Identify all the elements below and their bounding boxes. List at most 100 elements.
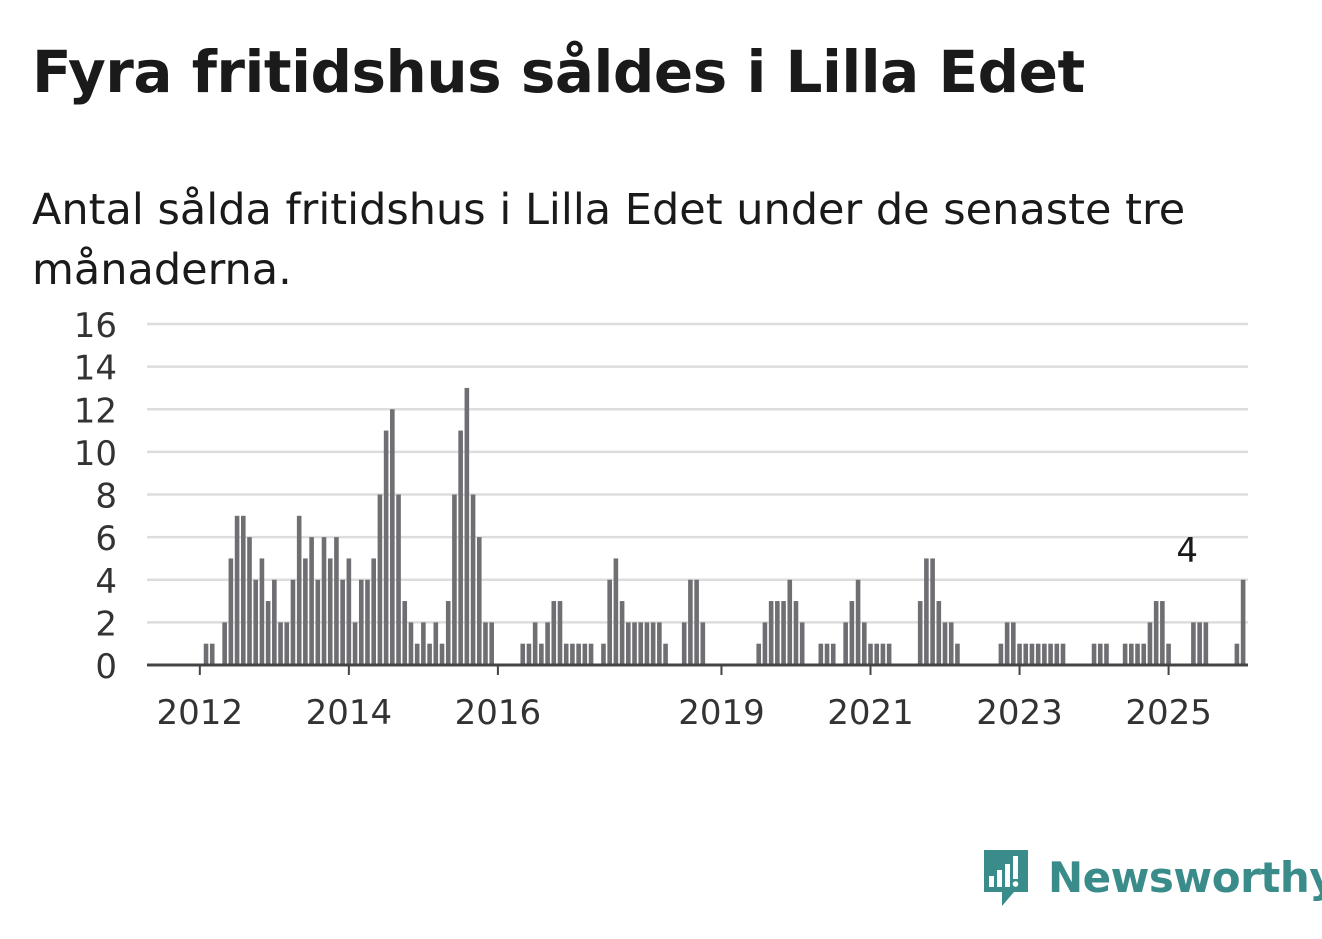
bar	[476, 537, 482, 665]
bar	[396, 494, 401, 665]
x-tick-label: 2023	[976, 693, 1063, 733]
bar	[762, 622, 768, 665]
bar	[358, 579, 364, 665]
bar	[203, 643, 209, 665]
bar	[489, 622, 494, 665]
bar	[582, 643, 588, 665]
bar	[303, 558, 308, 665]
bar	[1191, 622, 1196, 665]
bar	[402, 601, 408, 665]
bar	[483, 622, 488, 665]
bar	[657, 622, 662, 665]
bar	[607, 579, 612, 665]
bar	[240, 515, 246, 665]
bar	[830, 643, 836, 665]
bar	[259, 558, 265, 665]
bar	[445, 601, 451, 665]
bar	[644, 622, 650, 665]
bar	[1097, 643, 1103, 665]
bar	[352, 622, 358, 665]
bar	[520, 643, 526, 665]
bar	[408, 622, 414, 665]
bar	[601, 643, 606, 665]
bar	[775, 601, 780, 665]
bar	[998, 643, 1004, 665]
y-tick-label: 12	[74, 391, 117, 431]
bar	[1135, 643, 1140, 665]
bar	[532, 622, 538, 665]
bar	[768, 601, 774, 665]
x-tick-label: 2019	[678, 693, 765, 733]
bar	[880, 643, 886, 665]
bar	[222, 622, 227, 665]
y-tick-label: 2	[95, 604, 117, 644]
bar	[1060, 643, 1066, 665]
bar	[886, 643, 892, 665]
bar	[824, 643, 830, 665]
newsworthy-logo-icon	[984, 850, 1028, 906]
bar	[1141, 643, 1147, 665]
bar	[626, 622, 631, 665]
bar	[371, 558, 376, 665]
bar	[346, 558, 352, 665]
bar	[613, 558, 619, 665]
bar	[955, 643, 960, 665]
bar	[917, 601, 923, 665]
bar	[1023, 643, 1029, 665]
bar	[1153, 601, 1159, 665]
bar	[781, 601, 786, 665]
bar	[1048, 643, 1053, 665]
bar	[1004, 622, 1010, 665]
bar	[296, 515, 302, 665]
brand-name: Newsworthy	[1048, 852, 1322, 902]
bar	[756, 643, 762, 665]
bar	[1029, 643, 1035, 665]
x-tick-label: 2021	[827, 693, 914, 733]
bar	[340, 579, 345, 665]
bar	[209, 643, 215, 665]
bar	[1197, 622, 1202, 665]
bar	[576, 643, 581, 665]
bar	[843, 622, 848, 665]
bar	[942, 622, 948, 665]
bar	[228, 558, 234, 665]
bar	[427, 643, 432, 665]
bar	[464, 387, 470, 665]
bar	[557, 601, 563, 665]
data-label: 4	[1176, 531, 1198, 571]
y-tick-label: 8	[95, 477, 117, 517]
bar	[1042, 643, 1047, 665]
bar	[377, 494, 383, 665]
bar	[1017, 643, 1022, 665]
bar	[632, 622, 637, 665]
bar	[284, 622, 290, 665]
x-tick-label: 2012	[157, 693, 244, 733]
bar	[1240, 579, 1246, 665]
y-tick-label: 0	[95, 647, 117, 687]
bar	[315, 579, 321, 665]
bar	[458, 430, 463, 665]
bar	[793, 601, 799, 665]
bar	[874, 643, 880, 665]
bar	[650, 622, 656, 665]
bar	[855, 579, 861, 665]
bar	[1054, 643, 1060, 665]
bar	[247, 537, 252, 665]
bar	[681, 622, 687, 665]
bar	[526, 643, 532, 665]
bar	[1104, 643, 1109, 665]
bar	[265, 601, 271, 665]
newsworthy-logo: Newsworthy	[980, 846, 1322, 908]
bar	[570, 643, 575, 665]
bar	[278, 622, 283, 665]
bar	[588, 643, 594, 665]
bar	[1203, 622, 1209, 665]
bar	[948, 622, 954, 665]
bar	[309, 537, 314, 665]
bar	[861, 622, 867, 665]
bar	[1035, 643, 1041, 665]
y-tick-label: 4	[95, 562, 117, 602]
bar	[563, 643, 569, 665]
y-tick-label: 10	[74, 434, 117, 474]
